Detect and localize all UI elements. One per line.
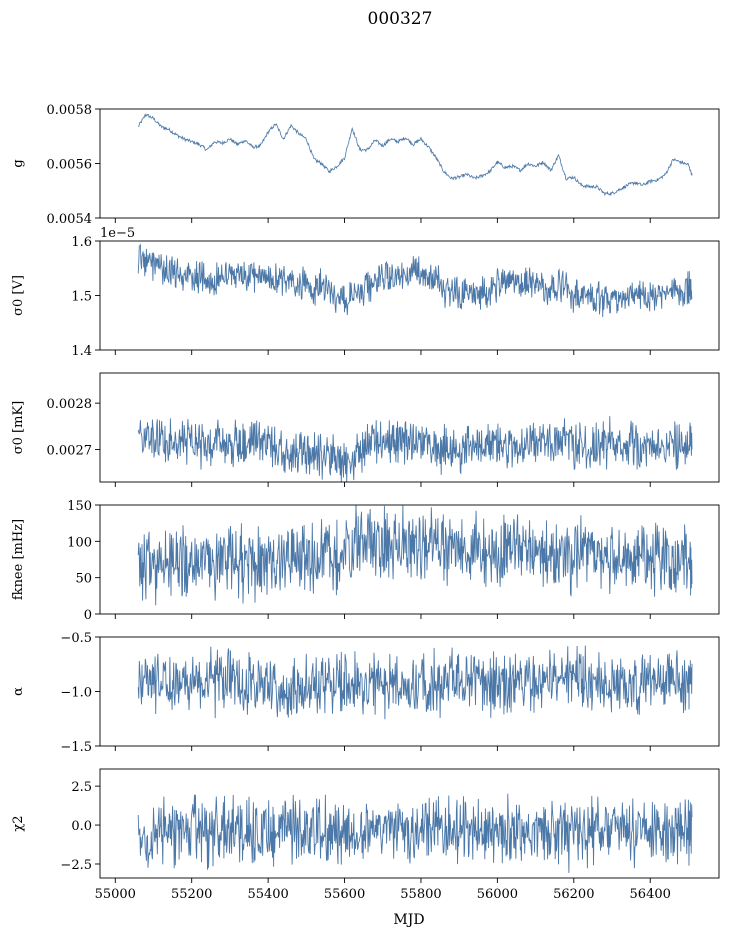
ytick-label: 0.0058: [47, 103, 93, 118]
ytick-label: 0.0027: [47, 444, 93, 459]
panel-3: 0 50 100 150 fknee [mHz]: [11, 499, 720, 623]
panel-1: 1.4 1.5 1.6 σ0 [V] 1e−5: [11, 226, 720, 359]
axes-frame-2: [99, 372, 720, 483]
ytick-label: 100: [67, 535, 92, 550]
ytick-label: 50: [75, 572, 92, 587]
series-line-5: [137, 793, 693, 873]
y-axis-label-0: g: [11, 159, 26, 167]
series-line-2: [137, 416, 693, 482]
ytick-label: −1.5: [60, 740, 92, 755]
y-axis-label-4: α: [11, 687, 26, 696]
panel-4: −1.5 −1.0 −0.5 α: [11, 631, 720, 755]
series-line-1: [137, 243, 693, 318]
y-axis-label-5: χ2: [11, 815, 26, 831]
ytick-label: 0.0028: [47, 397, 93, 412]
figure-title: 000327: [368, 9, 433, 29]
offset-text: 1e−5: [100, 226, 135, 241]
ytick-label: 1.6: [71, 235, 92, 250]
xtick-label: 55200: [171, 887, 212, 902]
ytick-label: 1.5: [71, 290, 92, 305]
xtick-label: 55800: [400, 887, 441, 902]
x-axis-label: MJD: [393, 912, 424, 928]
ytick-label: −1.0: [60, 686, 92, 701]
ytick-label: −2.5: [60, 858, 92, 873]
y-axis-label-3: fknee [mHz]: [11, 519, 26, 600]
axes-frame-3: [99, 504, 720, 615]
xtick-label: 55000: [95, 887, 136, 902]
y-axis-label-2: σ0 [mK]: [11, 401, 26, 454]
panel-5: −2.5 0.0 2.5 55000 55200 55400 55600 55800 56000…: [11, 768, 720, 902]
ytick-label: 1.4: [71, 344, 92, 359]
axes-frame-0: [99, 108, 720, 219]
series-line-3: [137, 505, 693, 606]
ytick-label: 0.0056: [47, 158, 93, 173]
xtick-label: 56200: [553, 887, 594, 902]
panel-0: 0.0054 0.0056 0.0058 g: [11, 103, 720, 227]
xtick-label: 55400: [247, 887, 288, 902]
ytick-label: 150: [67, 499, 92, 514]
ytick-label: −0.5: [60, 631, 92, 646]
series-line-4: [137, 645, 693, 720]
ytick-label: 2.5: [71, 780, 92, 795]
xtick-label: 56400: [630, 887, 671, 902]
panel-2: 0.0027 0.0028 σ0 [mK]: [11, 372, 720, 487]
axes-frame-5: [99, 768, 720, 879]
xtick-label: 56000: [477, 887, 518, 902]
ytick-label: 0.0054: [47, 212, 93, 227]
xtick-label: 55600: [324, 887, 365, 902]
ytick-label: 0.0: [71, 819, 92, 834]
series-line-0: [138, 112, 693, 197]
y-axis-label-1: σ0 [V]: [11, 275, 26, 316]
ytick-label: 0: [84, 608, 92, 623]
